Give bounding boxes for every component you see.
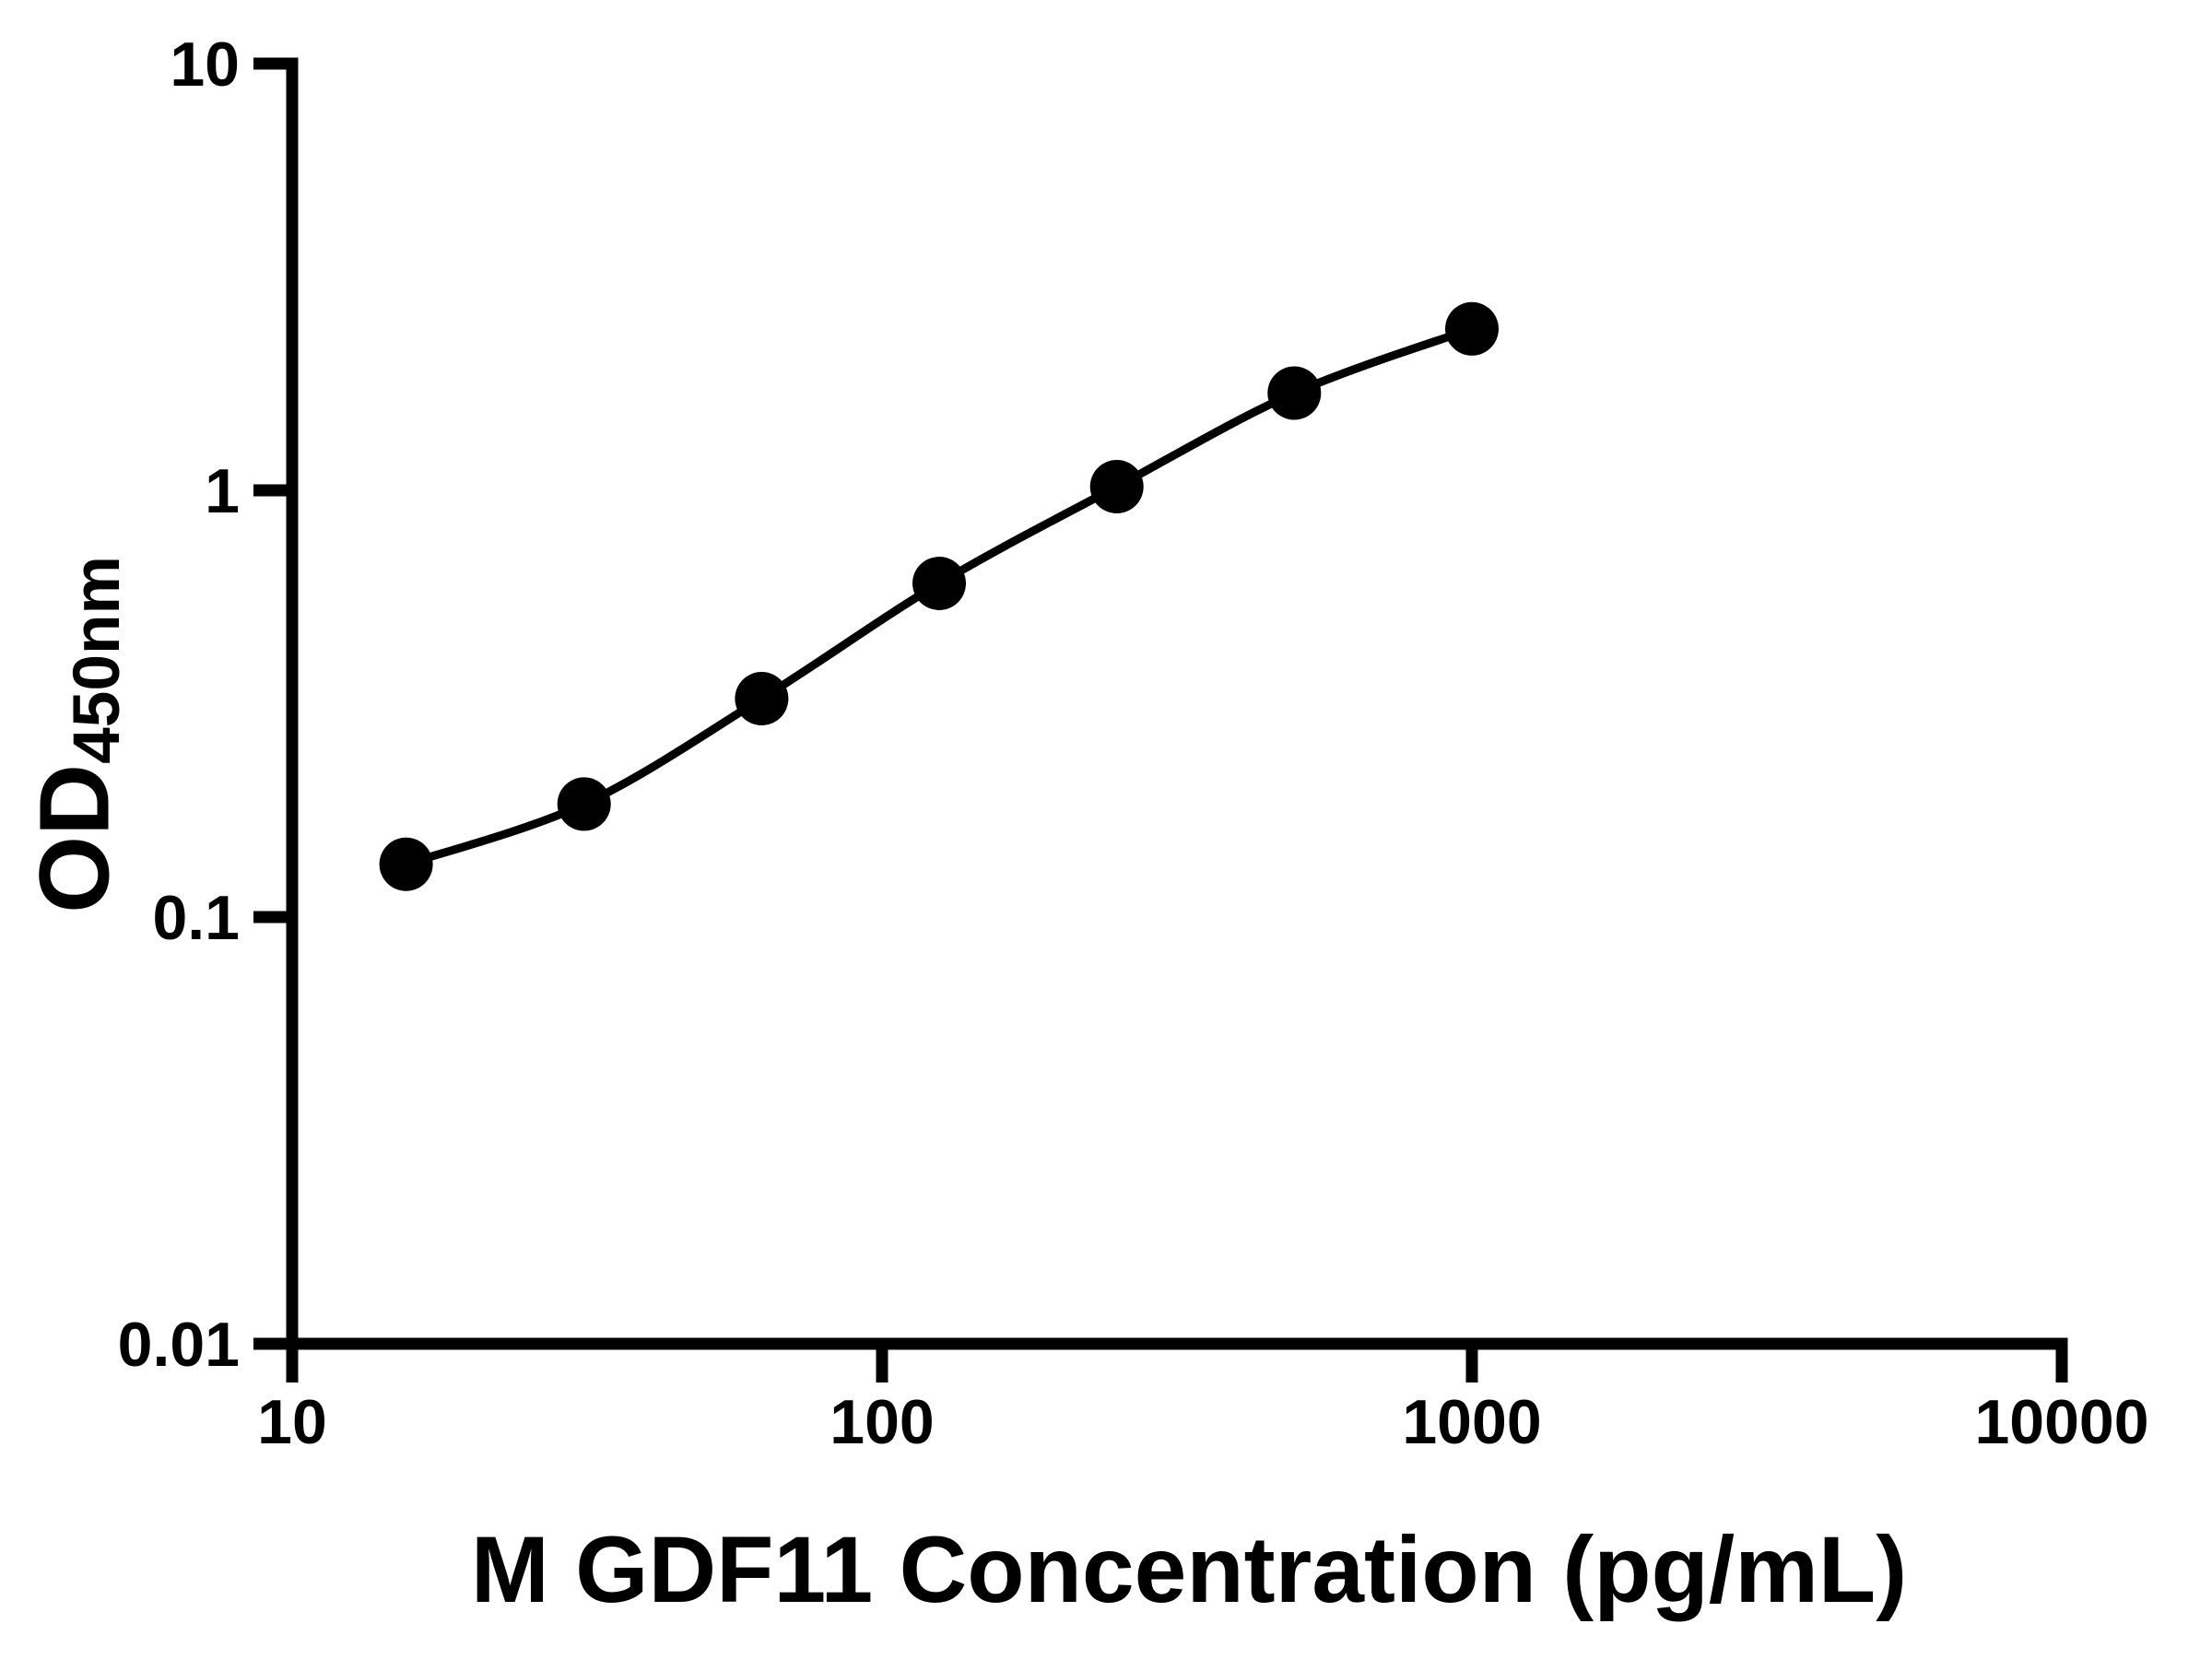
y-tick-label-0.1: 0.1 — [152, 883, 240, 953]
data-point-125 — [912, 557, 966, 610]
y-axis-title-main: OD — [18, 763, 130, 913]
data-point-1000 — [1445, 301, 1499, 356]
x-axis-title: M GDF11 Concentration (pg/mL) — [470, 1517, 1908, 1622]
x-tick-label-100: 100 — [830, 1387, 934, 1457]
y-axis-title-subscript: 450nm — [60, 556, 135, 764]
x-tick-label-10: 10 — [257, 1387, 327, 1457]
data-point-250 — [1089, 460, 1144, 513]
data-point-15.6 — [379, 837, 433, 891]
y-tick-label-10: 10 — [170, 29, 240, 100]
y-axis-title: OD450nm — [18, 556, 135, 913]
x-tick-label-10000: 10000 — [1974, 1387, 2148, 1457]
y-tick-label-0.01: 0.01 — [118, 1310, 240, 1380]
x-tick-label-1000: 1000 — [1402, 1387, 1541, 1457]
data-point-62.5 — [735, 672, 789, 725]
y-tick-label-1: 1 — [205, 456, 240, 526]
data-point-500 — [1267, 366, 1322, 420]
data-point-31.25 — [557, 777, 611, 831]
